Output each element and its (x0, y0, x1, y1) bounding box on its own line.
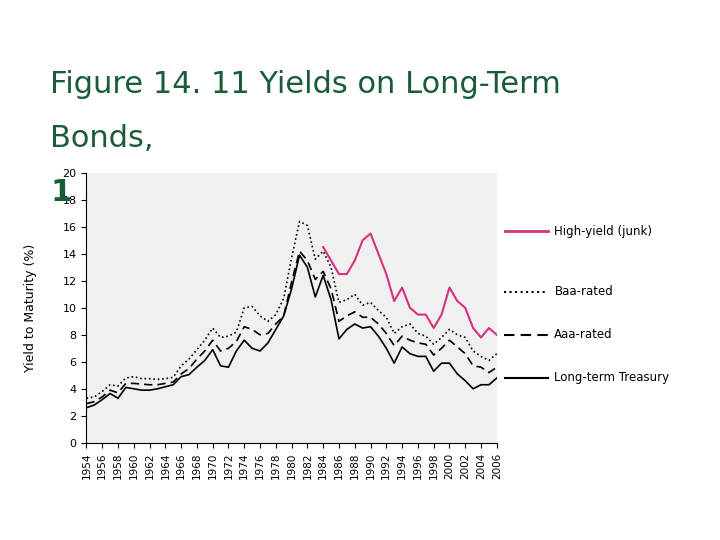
High-yield (junk) (405, 305, 414, 311)
Aaa-rated (295, 248, 304, 254)
Long-term Treasury (453, 370, 462, 377)
Baa-rated (453, 332, 462, 338)
High-yield (junk) (366, 230, 375, 237)
Text: Aaa-rated: Aaa-rated (554, 328, 613, 341)
Text: High-yield (junk): High-yield (junk) (554, 225, 652, 238)
Line: Baa-rated: Baa-rated (86, 221, 497, 399)
Aaa-rated (453, 343, 462, 350)
Baa-rated (192, 347, 201, 353)
High-yield (junk) (382, 271, 391, 278)
Aaa-rated (327, 286, 336, 292)
Aaa-rated (492, 364, 501, 370)
Long-term Treasury (192, 364, 201, 370)
Text: Figure 14. 11 Yields on Long-Term: Figure 14. 11 Yields on Long-Term (50, 70, 562, 99)
Text: 1: 1 (50, 178, 72, 207)
High-yield (junk) (374, 251, 383, 257)
Text: Baa-rated: Baa-rated (554, 285, 613, 298)
Long-term Treasury (351, 321, 359, 327)
High-yield (junk) (421, 311, 430, 318)
High-yield (junk) (413, 311, 422, 318)
Aaa-rated (351, 309, 359, 315)
Long-term Treasury (295, 252, 304, 258)
High-yield (junk) (359, 237, 367, 244)
Baa-rated (405, 321, 414, 327)
Baa-rated (82, 395, 91, 402)
Baa-rated (492, 350, 501, 357)
High-yield (junk) (335, 271, 343, 278)
High-yield (junk) (397, 284, 406, 291)
Line: Aaa-rated: Aaa-rated (86, 251, 497, 404)
High-yield (junk) (477, 334, 485, 341)
High-yield (junk) (492, 332, 501, 338)
High-yield (junk) (390, 298, 398, 305)
High-yield (junk) (343, 271, 351, 278)
High-yield (junk) (437, 311, 446, 318)
Line: Long-term Treasury: Long-term Treasury (86, 255, 497, 408)
Line: High-yield (junk): High-yield (junk) (323, 233, 497, 338)
Text: Bonds,: Bonds, (50, 124, 154, 153)
Long-term Treasury (327, 296, 336, 303)
Text: Long-term Treasury: Long-term Treasury (554, 372, 670, 384)
High-yield (junk) (319, 244, 328, 251)
High-yield (junk) (485, 325, 493, 331)
High-yield (junk) (469, 325, 477, 331)
Baa-rated (351, 291, 359, 298)
High-yield (junk) (327, 258, 336, 264)
High-yield (junk) (461, 305, 469, 311)
Aaa-rated (82, 401, 91, 407)
Aaa-rated (335, 318, 343, 325)
High-yield (junk) (351, 258, 359, 264)
Baa-rated (335, 299, 343, 306)
Long-term Treasury (492, 375, 501, 381)
Long-term Treasury (405, 350, 414, 357)
Baa-rated (295, 218, 304, 225)
Long-term Treasury (82, 404, 91, 411)
Y-axis label: Yield to Maturity (%): Yield to Maturity (%) (24, 244, 37, 372)
High-yield (junk) (429, 325, 438, 331)
Aaa-rated (192, 356, 201, 362)
Baa-rated (327, 264, 336, 271)
High-yield (junk) (453, 298, 462, 305)
Aaa-rated (405, 337, 414, 343)
Long-term Treasury (335, 335, 343, 342)
High-yield (junk) (445, 284, 454, 291)
